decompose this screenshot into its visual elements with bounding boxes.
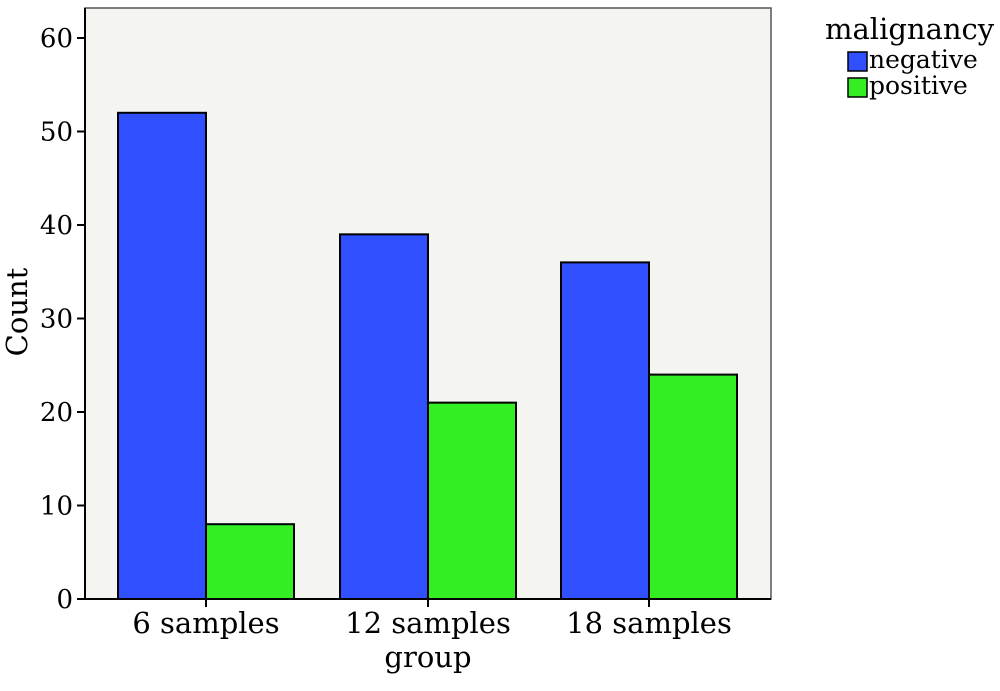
legend-swatch-positive <box>847 77 868 98</box>
x-axis-title: group <box>384 640 471 674</box>
x-tick-label: 18 samples <box>566 606 732 640</box>
y-tick-label: 0 <box>56 585 73 615</box>
bar-negative-2 <box>339 233 429 600</box>
legend-swatch-negative <box>847 51 868 72</box>
x-tick-label: 6 samples <box>132 606 279 640</box>
y-tick-label: 30 <box>40 305 73 335</box>
y-tick-label: 40 <box>40 211 73 241</box>
bar-positive-2 <box>427 401 517 600</box>
legend: malignancy negative positive <box>825 12 995 100</box>
y-tick-label: 10 <box>40 492 73 522</box>
legend-label-positive: positive <box>869 71 968 100</box>
bar-negative-1 <box>117 111 207 601</box>
legend-title: malignancy <box>825 12 995 46</box>
y-tick-label: 50 <box>40 118 73 148</box>
bar-positive-1 <box>205 523 295 601</box>
y-axis-title: Count <box>0 267 34 356</box>
bar-positive-3 <box>648 373 738 600</box>
bar-negative-3 <box>560 261 650 600</box>
x-tick-label: 12 samples <box>345 606 511 640</box>
y-tick-label: 60 <box>40 24 73 54</box>
y-tick-label: 20 <box>40 398 73 428</box>
legend-label-negative: negative <box>869 45 978 74</box>
bars <box>117 111 738 601</box>
y-axis: 0 10 20 30 40 50 60 <box>40 8 86 615</box>
x-axis: 6 samples 12 samples 18 samples <box>85 598 771 640</box>
